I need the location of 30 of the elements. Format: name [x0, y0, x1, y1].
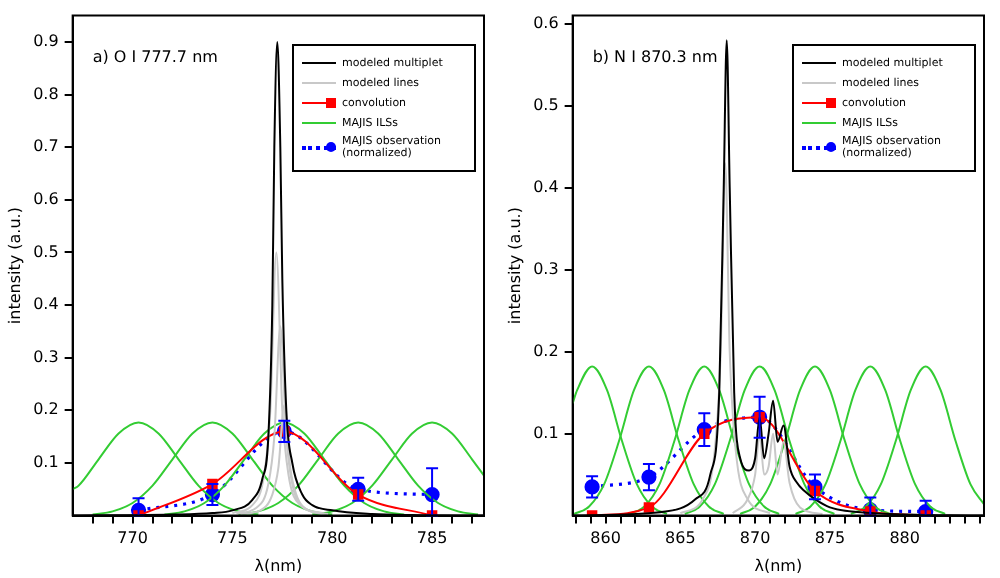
- y-tick-label: 0.7: [33, 137, 59, 156]
- y-tick-label: 0.1: [533, 423, 559, 442]
- x-tick-label: 865: [665, 529, 696, 548]
- x-tick-label: 860: [590, 529, 621, 548]
- y-tick-label: 0.4: [533, 177, 559, 196]
- y-tick-label: 0.8: [33, 84, 59, 103]
- y-tick-label: 0.5: [33, 242, 59, 261]
- y-tick-label: 0.1: [33, 453, 59, 472]
- y-axis-title: intensity (a.u.): [5, 207, 24, 325]
- text: b) N I 870.3 nm: [592, 47, 718, 66]
- x-axis-title: λ(nm): [754, 556, 803, 575]
- x-tick-label: 775: [217, 529, 248, 548]
- y-tick-label: 0.3: [533, 259, 559, 278]
- x-tick-label: 780: [316, 529, 348, 548]
- y-tick-label: 0.4: [33, 295, 59, 314]
- x-tick-label: 785: [416, 529, 448, 548]
- x-tick-label: 870: [739, 529, 771, 548]
- text: a) O I 777.7 nm: [92, 47, 218, 66]
- y-axis-title: intensity (a.u.): [505, 207, 524, 325]
- y-tick-label: 0.6: [533, 13, 559, 32]
- y-tick-label: 0.2: [33, 400, 59, 419]
- y-tick-label: 0.6: [33, 189, 59, 208]
- x-tick-label: 770: [117, 529, 148, 548]
- y-tick-label: 0.2: [533, 341, 559, 360]
- y-tick-label: 0.5: [533, 95, 559, 114]
- x-axis-title: λ(nm): [254, 556, 303, 575]
- x-tick-label: 880: [889, 529, 920, 548]
- y-tick-label: 0.3: [33, 347, 59, 366]
- x-tick-label: 875: [814, 529, 846, 548]
- y-tick-label: 0.9: [33, 32, 59, 51]
